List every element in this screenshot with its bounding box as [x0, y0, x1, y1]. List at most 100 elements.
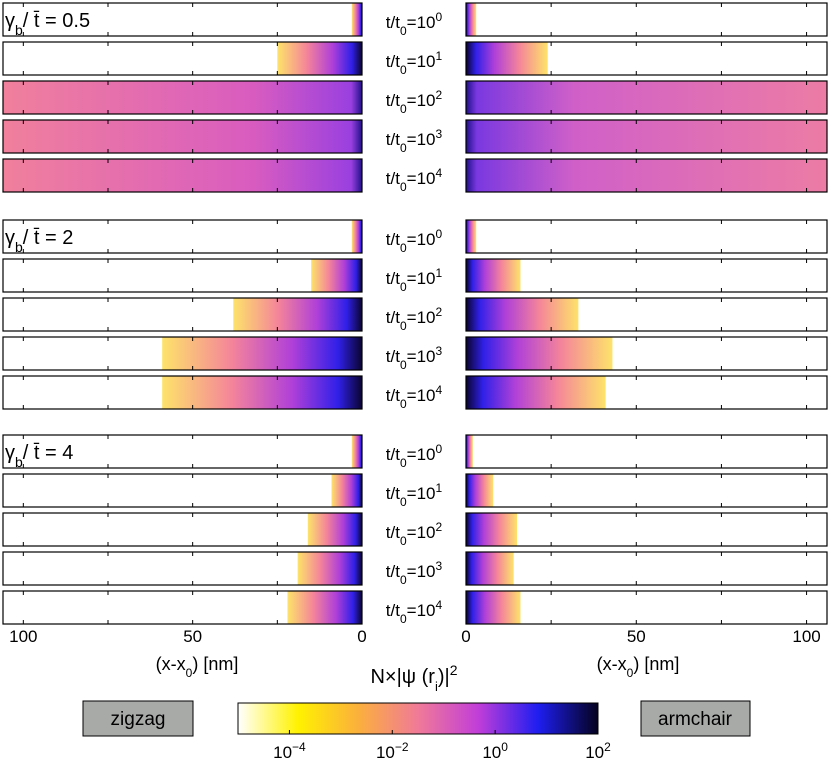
time-label-part: 0: [400, 495, 407, 509]
time-label-part: =10: [407, 601, 436, 620]
time-label-part: =10: [407, 523, 436, 542]
time-label-part: =10: [407, 91, 436, 110]
density-band: [466, 120, 827, 153]
colorbar-tick-label-part: 0: [501, 740, 508, 754]
colorbar-tick-label-part: 10: [585, 743, 604, 762]
group-label: γb/ t̄ = 2: [5, 227, 73, 255]
density-band: [466, 159, 827, 192]
group-label: γb/ t̄ = 4: [5, 442, 73, 470]
panel-frame: [2, 297, 363, 332]
panel-frame: [2, 258, 363, 293]
time-label: t/t0=101: [386, 266, 443, 294]
colorbar: [237, 702, 599, 735]
colorbar-label-part: )|: [438, 666, 450, 688]
density-band: [466, 376, 606, 409]
colorbar-tick-label-part: −2: [395, 740, 409, 754]
density-band: [466, 552, 514, 585]
zigzag-title: zigzag: [111, 709, 166, 730]
time-label: t/t0=101: [386, 49, 443, 77]
panel-frame: [465, 590, 828, 625]
time-label-part: 0: [400, 24, 407, 38]
time-label-part: t/t: [386, 130, 400, 149]
panel-frame: [2, 2, 363, 37]
time-label-part: t/t: [386, 562, 400, 581]
density-band: [466, 513, 518, 546]
panel-frame: [2, 119, 363, 154]
time-label: t/t0=102: [386, 305, 443, 333]
time-label-part: t/t: [386, 445, 400, 464]
x-tick-label: 50: [183, 627, 202, 646]
time-label-part: 2: [436, 520, 443, 534]
time-label: t/t0=102: [386, 520, 443, 548]
time-label-part: t/t: [386, 169, 400, 188]
density-band: [3, 120, 362, 153]
group-label-part: γ: [5, 442, 15, 464]
density-band: [351, 435, 362, 468]
density-band: [466, 337, 613, 370]
panel-frame: [465, 551, 828, 586]
density-band: [311, 259, 362, 292]
panel-frame: [2, 551, 363, 586]
panel-frame: [465, 512, 828, 547]
time-label-part: 4: [436, 166, 443, 180]
time-label-part: t/t: [386, 13, 400, 32]
time-label-part: 3: [436, 559, 443, 573]
time-label-part: t/t: [386, 230, 400, 249]
time-label-part: t/t: [386, 484, 400, 503]
density-band: [233, 298, 362, 331]
time-label: t/t0=101: [386, 481, 443, 509]
panel-frame: [2, 473, 363, 508]
time-label-part: =10: [407, 445, 436, 464]
time-label-part: 0: [436, 227, 443, 241]
x-axis-label-part: (x-x: [156, 654, 186, 674]
panel-frame: [465, 258, 828, 293]
x-axis-label-part: (x-x: [597, 654, 627, 674]
time-label-part: =10: [407, 269, 436, 288]
time-label-part: =10: [407, 308, 436, 327]
panel-frame: [465, 297, 828, 332]
time-label-part: 0: [400, 456, 407, 470]
time-label-part: t/t: [386, 52, 400, 71]
group-label-part: / t̄ = 0.5: [23, 10, 90, 32]
time-label-part: 4: [436, 598, 443, 612]
x-axis-label-part: 0: [186, 666, 193, 680]
time-label: t/t0=103: [386, 344, 443, 372]
colorbar-label: N×|ψ (ri)|2: [370, 662, 457, 694]
density-band: [466, 220, 477, 253]
colorbar-tick-label: 100: [482, 740, 508, 762]
x-tick-label: 0: [357, 627, 366, 646]
density-band: [307, 513, 362, 546]
panel-frame: [465, 336, 828, 371]
panel-frame: [465, 219, 828, 254]
colorbar-tick-label: 10−4: [273, 740, 306, 762]
group-label-part: / t̄ = 4: [23, 442, 74, 464]
panel-frame: [465, 41, 828, 76]
time-label: t/t0=100: [386, 10, 443, 38]
density-band: [466, 42, 548, 75]
armchair-title: armchair: [658, 709, 733, 730]
panel-frame: [465, 2, 828, 37]
time-label-part: =10: [407, 562, 436, 581]
time-label-part: 0: [400, 612, 407, 626]
time-label-part: =10: [407, 13, 436, 32]
x-tick-label: 100: [9, 627, 37, 646]
x-tick-label: 0: [461, 627, 470, 646]
time-label: t/t0=100: [386, 227, 443, 255]
panel-frame: [2, 434, 363, 469]
colorbar-tick-label-part: 10: [482, 743, 501, 762]
panel-frame: [2, 590, 363, 625]
time-label-part: t/t: [386, 91, 400, 110]
density-band: [466, 3, 477, 36]
panel-frame: [465, 158, 828, 193]
time-label-part: 0: [400, 102, 407, 116]
time-label-part: 2: [436, 305, 443, 319]
time-label-part: 0: [400, 141, 407, 155]
time-label-part: =10: [407, 52, 436, 71]
time-label-part: =10: [407, 130, 436, 149]
time-label-part: t/t: [386, 601, 400, 620]
colorbar-tick-label-part: 10: [273, 743, 292, 762]
colorbar-tick-label-part: 2: [604, 740, 611, 754]
time-label-part: 3: [436, 344, 443, 358]
colorbar-label-part: 2: [450, 662, 458, 678]
